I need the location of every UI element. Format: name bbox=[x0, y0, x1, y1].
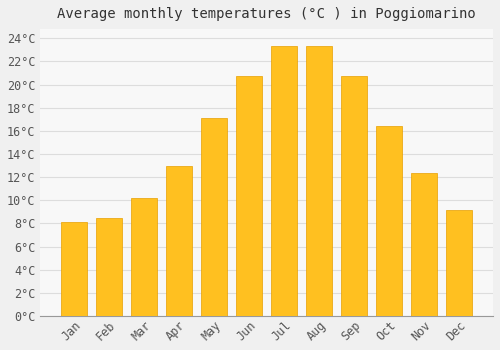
Bar bbox=[446, 210, 472, 316]
Title: Average monthly temperatures (°C ) in Poggiomarino: Average monthly temperatures (°C ) in Po… bbox=[58, 7, 476, 21]
Bar bbox=[411, 173, 438, 316]
Bar bbox=[96, 218, 122, 316]
Bar bbox=[306, 47, 332, 316]
Bar bbox=[201, 118, 228, 316]
Bar bbox=[61, 222, 87, 316]
Bar bbox=[341, 77, 367, 316]
Bar bbox=[166, 166, 192, 316]
Bar bbox=[376, 126, 402, 316]
Bar bbox=[236, 77, 262, 316]
Bar bbox=[131, 198, 157, 316]
Bar bbox=[271, 47, 297, 316]
